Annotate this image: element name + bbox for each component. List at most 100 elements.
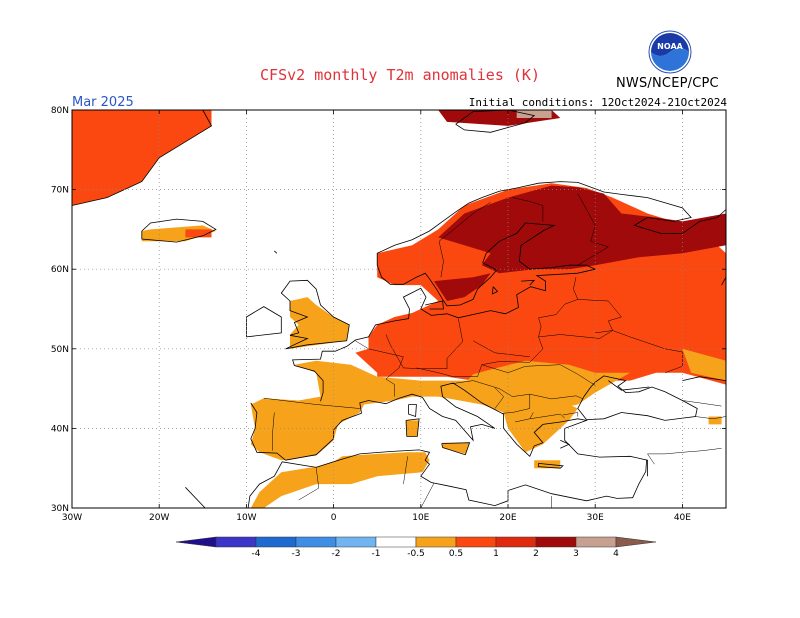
anomaly-regions [72, 110, 726, 508]
anomaly-region [438, 185, 726, 274]
colorbar-segment [375, 536, 417, 548]
coastline [292, 268, 596, 402]
country-border [647, 448, 722, 455]
country-border [451, 380, 531, 414]
colorbar-segment [535, 536, 577, 548]
coastline [141, 218, 217, 243]
colorbar-arrow-low [175, 536, 217, 548]
lat-tick-label: 50N [51, 345, 69, 355]
country-border [420, 483, 435, 508]
coastline [491, 286, 499, 295]
coastline [608, 380, 650, 391]
colorbar-segment [255, 536, 297, 548]
colorbar-segment [495, 536, 537, 548]
valid-month-label: Mar 2025 [72, 95, 134, 110]
country-border [298, 468, 320, 501]
coastline [682, 376, 726, 381]
colorbar-segment [575, 536, 617, 548]
colorbar-label: 4 [613, 549, 619, 559]
lon-tick-label: 10E [412, 513, 429, 523]
country-border [577, 193, 609, 266]
country-border [608, 320, 613, 331]
anomaly-region [516, 110, 552, 118]
coastlines [72, 110, 726, 508]
coastline [185, 487, 206, 508]
country-border [438, 202, 491, 278]
longitude-ticks: 30W 20W 10W 0 10E 20E 30E 40E [62, 110, 691, 523]
latitude-ticks: 30N 40N 50N 60N 70N 80N [51, 106, 726, 514]
noaa-logo-text: NOAA [657, 42, 683, 51]
coastline [721, 277, 726, 286]
coastline [408, 404, 417, 418]
country-border [529, 413, 565, 420]
country-border [577, 299, 622, 322]
lon-tick-label: 10W [236, 513, 256, 523]
coastline [250, 382, 648, 477]
anomaly-region [185, 229, 212, 238]
coastline [455, 110, 536, 133]
country-border [529, 393, 584, 400]
lat-tick-label: 70N [51, 186, 69, 196]
colorbar-segment [455, 536, 497, 548]
coastline [577, 375, 698, 421]
coastline [274, 250, 278, 254]
anomaly-region [290, 297, 350, 349]
lon-tick-label: 0 [331, 513, 337, 523]
graticule [72, 110, 726, 508]
anomaly-region [682, 348, 726, 381]
colorbar-label: -4 [252, 549, 261, 559]
lat-tick-label: 30N [51, 504, 69, 514]
noaa-logo: NOAA [648, 30, 692, 74]
map-frame [71, 109, 727, 509]
lon-tick-label: 30W [62, 513, 82, 523]
lon-tick-label: 30E [587, 513, 604, 523]
page-title: CFSv2 monthly T2m anomalies (K) [260, 66, 540, 84]
lon-tick-label: 40E [674, 513, 691, 523]
country-border [647, 453, 655, 465]
colorbar-label: -1 [372, 549, 381, 559]
country-border [512, 197, 544, 222]
colorbar-label: 3 [573, 549, 579, 559]
anomaly-region [460, 360, 631, 413]
colorbar-label: 2 [533, 549, 539, 559]
coastline [247, 449, 647, 508]
coastline [280, 279, 350, 350]
country-border [538, 330, 613, 339]
coastline [521, 279, 536, 286]
coastline [405, 418, 420, 437]
anomaly-region [433, 273, 491, 301]
country-border [682, 400, 722, 407]
lat-tick-label: 40N [51, 424, 69, 434]
colorbar: -4 -3 -2 -1 -0.5 0.5 1 2 3 4 [175, 536, 657, 559]
coastline [425, 300, 444, 310]
colorbar-label: 1 [493, 549, 499, 559]
coastline [441, 442, 471, 456]
colorbar-label: -2 [332, 549, 341, 559]
colorbar-segment [415, 536, 457, 548]
country-border [263, 397, 360, 409]
coastline [560, 439, 570, 449]
lon-tick-label: 20W [149, 513, 169, 523]
lon-tick-label: 20E [499, 513, 516, 523]
agency-label: NWS/NCEP/CPC [616, 76, 719, 91]
country-border [695, 416, 726, 420]
colorbar-segment [295, 536, 337, 548]
colorbar-segment [215, 536, 257, 548]
lat-tick-label: 80N [51, 106, 69, 116]
coastline [538, 463, 564, 469]
anomaly-region [141, 225, 216, 242]
country-border [562, 412, 579, 417]
colorbar-arrow-high [615, 536, 657, 548]
country-border [472, 340, 530, 358]
initial-conditions-label: Initial conditions: 12Oct2024-21Oct2024 [468, 96, 727, 109]
colorbar-label: -3 [292, 549, 301, 559]
country-border [514, 412, 534, 423]
coastline [376, 181, 726, 307]
anomaly-region [442, 442, 470, 454]
country-border [481, 364, 596, 386]
lat-tick-label: 60N [51, 265, 69, 275]
country-border [494, 387, 504, 409]
coastline [72, 110, 213, 206]
coastline [246, 306, 282, 338]
colorbar-label: 0.5 [449, 549, 463, 559]
